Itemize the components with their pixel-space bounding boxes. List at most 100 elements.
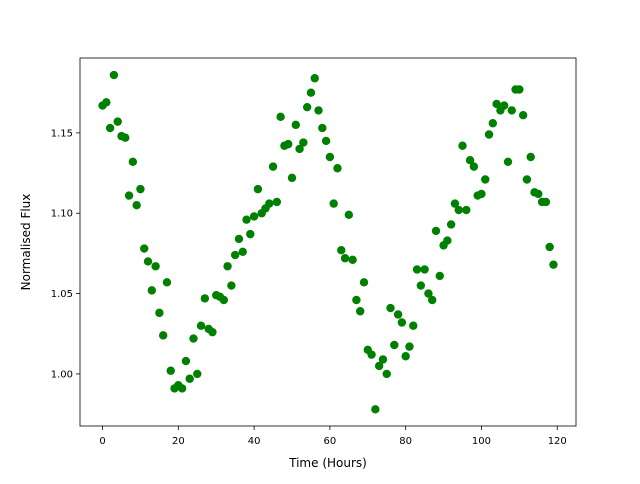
x-axis-label: Time (Hours) xyxy=(288,456,367,470)
point xyxy=(390,340,399,350)
point xyxy=(541,197,551,207)
point xyxy=(234,234,244,244)
x-tick-label: 100 xyxy=(472,436,491,447)
point xyxy=(147,286,157,295)
point xyxy=(121,133,130,142)
point xyxy=(359,278,369,287)
point xyxy=(348,255,357,265)
point xyxy=(284,139,293,149)
point xyxy=(193,369,202,379)
point xyxy=(181,356,191,366)
point xyxy=(431,226,441,236)
point xyxy=(249,212,259,221)
x-tick-label: 20 xyxy=(172,436,185,447)
point xyxy=(356,307,365,316)
point xyxy=(518,111,528,120)
point xyxy=(253,184,263,194)
point xyxy=(162,278,172,287)
point xyxy=(382,369,391,379)
point xyxy=(340,254,350,263)
point xyxy=(310,74,319,83)
point xyxy=(420,265,429,274)
point xyxy=(102,98,111,107)
point xyxy=(302,102,312,112)
point xyxy=(295,144,304,154)
point xyxy=(136,184,145,194)
point xyxy=(526,152,535,162)
point xyxy=(158,331,168,340)
point xyxy=(462,205,471,215)
x-tick-label: 80 xyxy=(399,436,412,447)
point xyxy=(469,162,479,171)
point xyxy=(238,247,247,257)
point xyxy=(124,191,134,200)
y-axis-label: Normalised Flux xyxy=(19,194,33,291)
point xyxy=(314,106,323,115)
point xyxy=(499,101,509,110)
point xyxy=(416,281,426,290)
y-tick-label: 1.10 xyxy=(51,209,73,220)
point xyxy=(109,70,119,80)
point xyxy=(196,321,206,330)
point xyxy=(189,334,198,343)
x-tick-label: 120 xyxy=(548,436,567,447)
point xyxy=(465,156,475,165)
point xyxy=(318,123,327,133)
point xyxy=(409,321,418,330)
point xyxy=(287,173,297,183)
point xyxy=(177,384,187,393)
point xyxy=(128,157,138,167)
point xyxy=(515,85,524,94)
point xyxy=(352,295,361,305)
point xyxy=(549,260,558,269)
point xyxy=(367,350,376,359)
point xyxy=(481,175,490,184)
point xyxy=(208,327,217,337)
point xyxy=(397,318,407,327)
point xyxy=(140,244,149,253)
point xyxy=(166,366,175,375)
point xyxy=(223,262,232,271)
point xyxy=(265,199,274,208)
point xyxy=(151,262,160,271)
point xyxy=(428,295,437,305)
point xyxy=(386,303,395,313)
point xyxy=(325,152,335,162)
point xyxy=(200,294,210,303)
point xyxy=(534,189,543,199)
point xyxy=(522,175,532,184)
point xyxy=(443,236,452,245)
point xyxy=(412,265,422,274)
x-tick-label: 0 xyxy=(99,436,105,447)
point xyxy=(105,123,115,133)
point xyxy=(329,199,338,208)
point xyxy=(446,220,456,229)
point xyxy=(268,162,278,171)
point xyxy=(344,210,354,220)
axes-frame xyxy=(79,57,577,427)
point xyxy=(503,157,513,167)
point xyxy=(333,164,342,173)
point xyxy=(492,99,501,109)
y-tick-label: 1.15 xyxy=(51,128,73,139)
point xyxy=(337,245,346,255)
point xyxy=(185,374,194,383)
y-tick-label: 1.05 xyxy=(51,289,73,300)
point xyxy=(276,112,285,122)
point xyxy=(450,199,460,208)
point xyxy=(424,289,433,298)
point xyxy=(488,119,498,128)
point xyxy=(507,106,516,115)
x-tick-label: 60 xyxy=(324,436,337,447)
point xyxy=(378,355,388,364)
point xyxy=(477,189,486,199)
point xyxy=(291,120,300,130)
point xyxy=(299,138,308,147)
point xyxy=(401,352,410,361)
point xyxy=(484,130,494,139)
point xyxy=(393,310,403,319)
y-tick-label: 1.00 xyxy=(51,369,73,380)
point xyxy=(155,308,164,318)
x-tick-label: 40 xyxy=(248,436,261,447)
point xyxy=(227,281,236,290)
